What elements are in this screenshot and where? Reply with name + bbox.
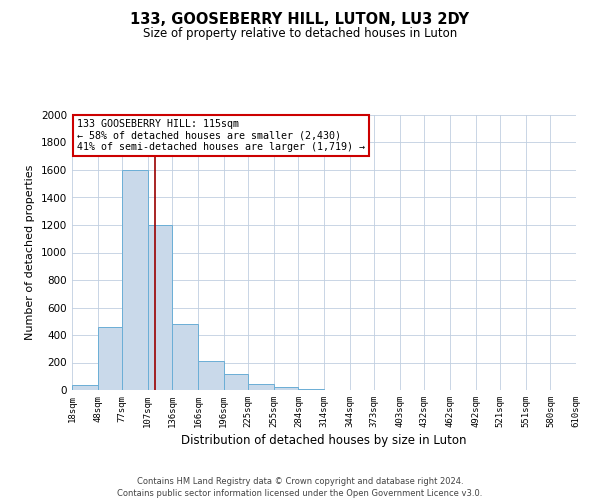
Bar <box>274 387 298 390</box>
Bar <box>224 374 248 390</box>
Text: Contains public sector information licensed under the Open Government Licence v3: Contains public sector information licen… <box>118 489 482 498</box>
Bar <box>198 361 224 390</box>
Bar <box>248 384 274 390</box>
Text: Contains HM Land Registry data © Crown copyright and database right 2024.: Contains HM Land Registry data © Crown c… <box>137 478 463 486</box>
Bar <box>172 324 198 390</box>
Bar <box>98 327 122 390</box>
Text: Size of property relative to detached houses in Luton: Size of property relative to detached ho… <box>143 28 457 40</box>
Bar <box>148 225 172 390</box>
Text: 133, GOOSEBERRY HILL, LUTON, LU3 2DY: 133, GOOSEBERRY HILL, LUTON, LU3 2DY <box>131 12 470 28</box>
Bar <box>72 385 98 390</box>
X-axis label: Distribution of detached houses by size in Luton: Distribution of detached houses by size … <box>181 434 467 447</box>
Bar <box>122 170 148 390</box>
Text: 133 GOOSEBERRY HILL: 115sqm
← 58% of detached houses are smaller (2,430)
41% of : 133 GOOSEBERRY HILL: 115sqm ← 58% of det… <box>77 119 365 152</box>
Y-axis label: Number of detached properties: Number of detached properties <box>25 165 35 340</box>
